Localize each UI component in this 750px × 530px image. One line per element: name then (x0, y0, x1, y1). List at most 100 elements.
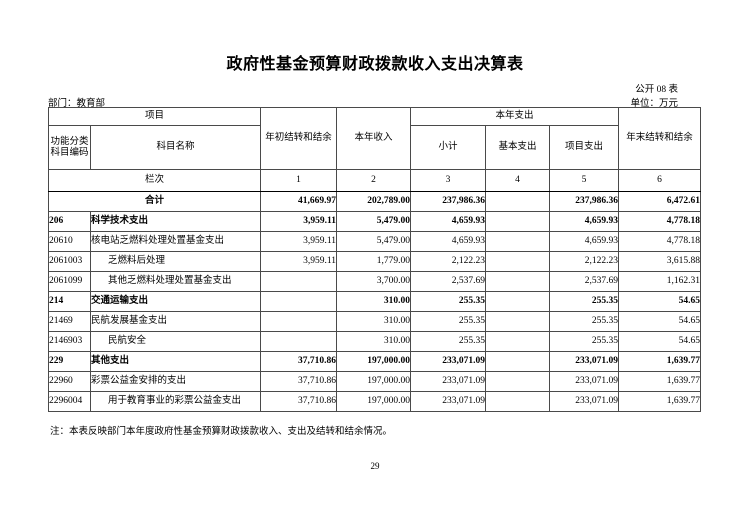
header-column-1: 1 (260, 169, 338, 192)
name-cell: 用于教育事业的彩票公益金支出 (89, 391, 262, 412)
code-cell: 21469 (48, 311, 91, 332)
name-cell: 科学技术支出 (89, 211, 262, 232)
value-cell: 1,639.77 (618, 351, 702, 372)
value-cell: 2,537.69 (410, 271, 487, 292)
value-cell: 1,639.77 (618, 371, 702, 392)
form-number: 公开 08 表 (635, 85, 678, 95)
value-cell (485, 391, 551, 412)
value-cell: 5,479.00 (336, 211, 412, 232)
value-cell: 4,778.18 (618, 211, 702, 232)
page-title: 政府性基金预算财政拨款收入支出决算表 (226, 56, 524, 73)
value-cell (485, 291, 551, 312)
value-cell: 255.35 (549, 331, 620, 352)
value-cell: 233,071.09 (410, 351, 487, 372)
value-cell: 4,778.18 (618, 231, 702, 252)
code-cell: 2146903 (48, 331, 91, 352)
value-cell: 6,472.61 (618, 191, 702, 212)
header-subtotal: 小计 (410, 125, 487, 170)
value-cell: 3,615.88 (618, 251, 702, 272)
value-cell: 197,000.00 (336, 391, 412, 412)
value-cell: 37,710.86 (260, 371, 338, 392)
value-cell: 233,071.09 (549, 351, 620, 372)
value-cell: 1,162.31 (618, 271, 702, 292)
value-cell: 233,071.09 (410, 391, 487, 412)
value-cell: 202,789.00 (336, 191, 412, 212)
table-row: 21469 民航发展基金支出 310.00 255.35 255.35 54.65 (48, 311, 702, 332)
header-column-2: 2 (336, 169, 412, 192)
header-opening-balance: 年初结转和结余 (260, 107, 338, 170)
value-cell (260, 291, 338, 312)
name-cell: 交通运输支出 (89, 291, 262, 312)
value-cell: 54.65 (618, 331, 702, 352)
page-number: 29 (370, 461, 380, 471)
table-row: 206 科学技术支出 3,959.11 5,479.00 4,659.93 4,659.9… (48, 211, 702, 232)
header-function-code-line1: 功能分类 (50, 136, 89, 147)
header-current-expenditure: 本年支出 (410, 107, 620, 126)
department-label: 部门：教育部 (48, 99, 106, 109)
header-column-3: 3 (410, 169, 487, 192)
value-cell: 233,071.09 (549, 391, 620, 412)
value-cell: 2,537.69 (549, 271, 620, 292)
value-cell: 2,122.23 (410, 251, 487, 272)
header-basic-expenditure: 基本支出 (485, 125, 551, 170)
code-cell: 22960 (48, 371, 91, 392)
value-cell: 1,779.00 (336, 251, 412, 272)
value-cell (260, 331, 338, 352)
value-cell: 197,000.00 (336, 351, 412, 372)
table-row: 2146903 民航安全 310.00 255.35 255.35 54.65 (48, 331, 702, 352)
header-current-income: 本年收入 (336, 107, 412, 170)
value-cell: 197,000.00 (336, 371, 412, 392)
value-cell: 233,071.09 (410, 371, 487, 392)
header-column-4: 4 (485, 169, 551, 192)
header-column-6: 6 (618, 169, 702, 192)
value-cell (485, 191, 551, 212)
code-cell: 2061099 (48, 271, 91, 292)
value-cell: 255.35 (410, 291, 487, 312)
value-cell: 255.35 (410, 331, 487, 352)
value-cell (485, 311, 551, 332)
header-column-5: 5 (549, 169, 620, 192)
name-cell: 民航发展基金支出 (89, 311, 262, 332)
table-row: 合计 41,669.97 202,789.00 237,986.36 237,986.3… (47, 191, 702, 212)
value-cell: 4,659.93 (410, 231, 487, 252)
code-cell: 229 (48, 351, 91, 372)
value-cell: 37,710.86 (260, 391, 338, 412)
value-cell (260, 311, 338, 332)
name-cell: 核电站乏燃料处理处置基金支出 (89, 231, 262, 252)
value-cell (485, 371, 551, 392)
value-cell: 3,700.00 (336, 271, 412, 292)
value-cell: 37,710.86 (260, 351, 338, 372)
value-cell (485, 231, 551, 252)
value-cell: 310.00 (336, 291, 412, 312)
header-project-expenditure: 项目支出 (549, 125, 620, 170)
value-cell: 41,669.97 (260, 191, 338, 212)
header-subject-name: 科目名称 (89, 125, 262, 170)
table-row: 2061099 其他乏燃料处理处置基金支出 3,700.00 2,537.69 2,53… (48, 271, 702, 292)
value-cell (485, 271, 551, 292)
name-cell: 其他乏燃料处理处置基金支出 (89, 271, 262, 292)
unit-label: 单位：万元 (630, 99, 678, 109)
value-cell: 237,986.36 (410, 191, 487, 212)
name-cell: 乏燃料后处理 (89, 251, 262, 272)
header-function-code: 功能分类 科目编码 (48, 125, 91, 170)
table-row: 2296004 用于教育事业的彩票公益金支出 37,710.86 197,000.00… (48, 391, 702, 412)
table-row: 214 交通运输支出 310.00 255.35 255.35 54.65 (48, 291, 702, 312)
code-cell: 2061003 (48, 251, 91, 272)
value-cell: 310.00 (336, 331, 412, 352)
code-cell: 2296004 (48, 391, 91, 412)
value-cell (485, 211, 551, 232)
value-cell: 3,959.11 (260, 211, 338, 232)
value-cell: 54.65 (618, 311, 702, 332)
value-cell (485, 351, 551, 372)
value-cell: 2,122.23 (549, 251, 620, 272)
header-closing-balance: 年末结转和结余 (618, 107, 702, 170)
value-cell: 237,986.36 (549, 191, 620, 212)
table-row: 2061003 乏燃料后处理 3,959.11 1,779.00 2,122.23 2,1… (48, 251, 702, 272)
name-cell: 民航安全 (89, 331, 262, 352)
value-cell (260, 271, 338, 292)
value-cell (485, 251, 551, 272)
header-function-code-line2: 科目编码 (50, 147, 89, 158)
name-cell: 其他支出 (89, 351, 262, 372)
value-cell (485, 331, 551, 352)
code-cell: 214 (48, 291, 91, 312)
